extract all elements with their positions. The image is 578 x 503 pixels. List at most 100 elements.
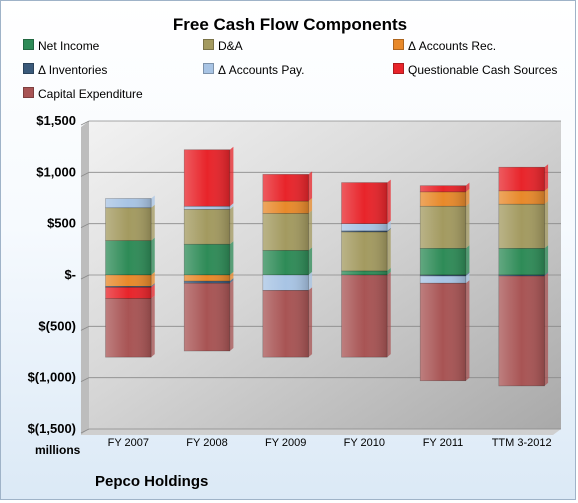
bar-segment-side (229, 280, 234, 351)
bar-segment-shade (498, 276, 545, 386)
bar-segment-side (465, 272, 470, 277)
bar-segment-side (387, 220, 391, 231)
bar-segment-shade (420, 276, 466, 284)
bar-segment-side (308, 171, 313, 202)
y-tick-label: $(1,500) (28, 421, 76, 436)
bar-segment-side (387, 272, 391, 358)
bar-segment-side (229, 241, 234, 275)
gridline-depth (80, 377, 90, 383)
bar-segment-shade (341, 230, 388, 232)
legend-item: D&A (203, 39, 243, 53)
bar-segment-side (151, 295, 155, 358)
bar-segment-shade (498, 275, 545, 277)
bar-segment-shade (420, 275, 466, 277)
y-tick-label: $1,000 (36, 164, 76, 179)
bar-segment-shade (105, 240, 152, 275)
company-label: Pepco Holdings (95, 473, 209, 490)
x-tick-label: FY 2007 (108, 437, 149, 449)
bar-segment-shade (105, 207, 152, 241)
x-tick-label: FY 2008 (186, 437, 227, 449)
bar-segment-shade (498, 248, 545, 275)
legend-label: D&A (218, 39, 243, 53)
legend-label: Capital Expenditure (38, 87, 143, 101)
bar-segment-side (544, 201, 549, 249)
bar-segment-shade (262, 201, 309, 214)
bar-segment-shade (184, 149, 230, 207)
legend-item: Net Income (23, 39, 99, 53)
bar-segment-side (465, 203, 470, 249)
legend-item: Δ Accounts Rec. (393, 39, 496, 53)
bar-segment-side (308, 272, 313, 291)
bar-segment-shade (262, 174, 309, 202)
legend-swatch (203, 39, 214, 50)
legend-swatch (23, 87, 34, 98)
bar-segment-shade (105, 198, 152, 208)
bar-segment-shade (420, 283, 466, 381)
bar-segment-shade (341, 231, 388, 271)
bar-segment-side (465, 273, 470, 284)
bar-segment-side (151, 195, 155, 208)
units-label: millions (35, 443, 81, 457)
bar-segment-side (465, 280, 470, 381)
bar-segment-shade (420, 206, 466, 249)
bar-segment-side (151, 272, 155, 287)
bar-segment-shade (498, 167, 545, 191)
gridline-depth (80, 274, 90, 280)
gridline-depth (80, 223, 90, 229)
plot-side-wall (81, 121, 89, 435)
x-tick-label: FY 2011 (423, 437, 464, 449)
x-tick-label: TTM 3-2012 (492, 437, 552, 449)
bar-segment-side (151, 283, 155, 288)
bar-segment-side (465, 182, 470, 192)
bar-segment-side (387, 227, 391, 232)
legend-item: Δ Accounts Pay. (203, 63, 305, 77)
legend-label: Net Income (38, 39, 100, 53)
bar-segment-side (387, 228, 391, 271)
bar-segment-shade (184, 244, 230, 275)
bar-segment-shade (262, 275, 309, 291)
legend-swatch (23, 39, 34, 50)
bar-segment-side (544, 245, 549, 275)
bar-segment-side (387, 179, 391, 224)
bar-segment-side (544, 272, 549, 277)
bar-segment-side (229, 146, 234, 207)
gridline-depth (80, 171, 90, 177)
y-tick-label: $1,500 (36, 113, 76, 128)
bar-segment-side (544, 187, 549, 205)
legend-swatch (393, 39, 404, 50)
legend-swatch (393, 63, 404, 74)
y-tick-label: $(500) (38, 318, 76, 333)
bar-segment-side (151, 284, 155, 299)
bar-segment-side (544, 273, 549, 386)
bar-segment-shade (341, 270, 388, 275)
x-tick-label: FY 2009 (265, 437, 306, 449)
legend-label: Δ Inventories (38, 63, 108, 77)
bar-segment-side (229, 272, 234, 282)
legend-label: Questionable Cash Sources (408, 63, 558, 77)
bar-segment-shade (105, 286, 152, 288)
chart-title: Free Cash Flow Components (172, 15, 408, 34)
bar-segment-shade (262, 250, 309, 275)
gridline-depth (80, 325, 90, 331)
bar-segment-shade (184, 206, 230, 210)
gridline-depth (80, 428, 90, 434)
bar-segment-shade (498, 190, 545, 205)
y-tick-label: $(1,000) (28, 370, 76, 385)
legend-item: Δ Inventories (23, 63, 107, 77)
bar-segment-shade (262, 213, 309, 251)
bar-segment-shade (184, 281, 230, 284)
bar-segment-side (308, 198, 313, 214)
bar-segment-shade (262, 290, 309, 358)
bar-segment-side (308, 287, 313, 358)
bar-segment-side (151, 204, 155, 241)
bar-segment-side (229, 278, 234, 284)
plot-floor (81, 429, 561, 435)
bar-segment-side (308, 247, 313, 275)
bar-segment-shade (105, 275, 152, 287)
x-tick-label: FY 2010 (344, 437, 385, 449)
bar-segment-shade (341, 223, 388, 231)
legend-swatch (203, 63, 214, 74)
y-tick-label: $500 (47, 216, 76, 231)
